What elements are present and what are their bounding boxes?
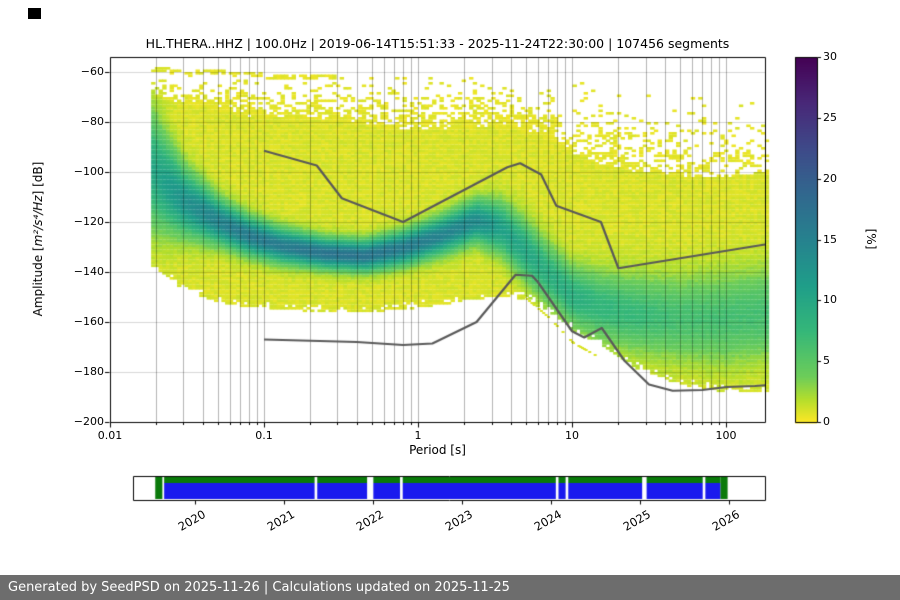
ppsd-plot-canvas [0, 0, 900, 575]
y-axis-label-units: m²/s⁴/Hz [31, 195, 45, 247]
colorbar-tick-label: 20 [823, 171, 837, 185]
y-tick-label: −160 [73, 315, 104, 328]
y-tick-label: −60 [80, 65, 104, 78]
x-tick-label: 0.01 [97, 429, 123, 442]
footer-bar: Generated by SeedPSD on 2025-11-26 | Cal… [0, 575, 900, 600]
y-tick-label: −140 [73, 265, 104, 278]
y-tick-label: −120 [73, 215, 104, 228]
corner-marker [28, 8, 41, 19]
y-axis-label-prefix: Amplitude [ [31, 246, 45, 317]
y-tick-label: −200 [73, 415, 104, 428]
y-tick-label: −80 [80, 115, 104, 128]
colorbar-tick-label: 0 [823, 415, 830, 428]
x-tick-label: 100 [715, 429, 737, 442]
x-tick-label: 1 [414, 429, 422, 442]
x-tick-label: 10 [565, 429, 580, 442]
colorbar-tick-label: 30 [823, 50, 837, 63]
colorbar-tick-label: 5 [823, 354, 830, 368]
y-axis-label: Amplitude [m²/s⁴/Hz] [dB] [31, 162, 45, 317]
y-tick-label: −100 [73, 165, 104, 178]
colorbar-tick-label: 15 [823, 232, 837, 246]
x-axis-label: Period [s] [409, 443, 466, 457]
colorbar-tick-label: 10 [823, 293, 837, 307]
x-tick-label: 0.1 [255, 429, 273, 442]
footer-text: Generated by SeedPSD on 2025-11-26 | Cal… [8, 580, 510, 595]
y-tick-label: −180 [73, 365, 104, 378]
colorbar-label: [%] [864, 228, 878, 250]
plot-title: HL.THERA..HHZ | 100.0Hz | 2019-06-14T15:… [145, 36, 730, 51]
y-axis-label-suffix: ] [dB] [31, 161, 45, 196]
colorbar-tick-label: 25 [823, 110, 837, 124]
